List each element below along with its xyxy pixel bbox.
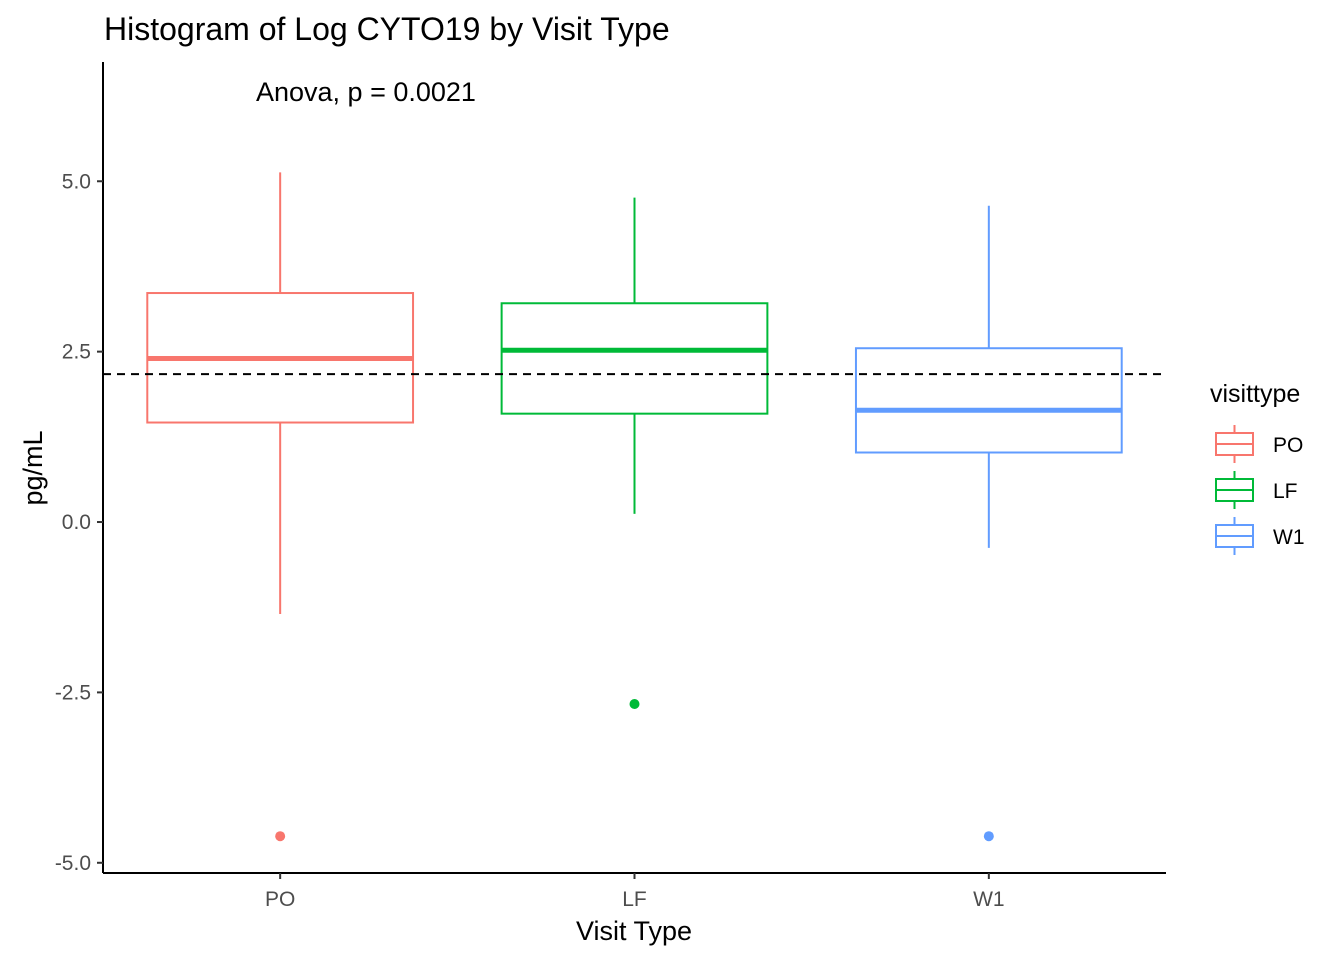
- outlier-point: [275, 831, 286, 842]
- x-tick-label: LF: [622, 888, 647, 911]
- legend-entry-lf: LF: [1215, 471, 1298, 509]
- outlier-point: [983, 831, 994, 842]
- y-tick-label: -5.0: [55, 852, 91, 875]
- x-axis-ticks: PO LF W1: [265, 873, 1005, 911]
- iqr-box: [500, 302, 769, 415]
- x-axis-label: Visit Type: [576, 916, 692, 946]
- legend-entry-w1: W1: [1215, 517, 1305, 555]
- plot-area: [103, 172, 1166, 842]
- anova-annotation: Anova, p = 0.0021: [256, 77, 476, 107]
- box-w1: [854, 205, 1123, 842]
- legend-entries: PO LF W1: [1215, 425, 1305, 555]
- legend-label: W1: [1273, 526, 1305, 549]
- iqr-box: [854, 347, 1123, 454]
- y-axis-ticks: -5.0 -2.5 0.0 2.5 5.0: [55, 170, 103, 875]
- legend: visittype PO LF W1: [1210, 380, 1305, 555]
- box-po: [146, 172, 415, 842]
- x-tick-label: W1: [973, 888, 1005, 911]
- outlier-point: [629, 698, 640, 709]
- legend-entry-po: PO: [1215, 425, 1303, 463]
- y-tick-label: -2.5: [55, 681, 91, 704]
- y-tick-label: 0.0: [62, 511, 91, 534]
- chart-title: Histogram of Log CYTO19 by Visit Type: [104, 11, 670, 47]
- legend-label: PO: [1273, 434, 1303, 457]
- y-tick-label: 2.5: [62, 341, 91, 364]
- y-axis-label: pg/mL: [18, 430, 48, 505]
- box-lf: [500, 197, 769, 709]
- legend-title: visittype: [1210, 380, 1300, 408]
- y-tick-label: 5.0: [62, 170, 91, 193]
- x-tick-label: PO: [265, 888, 295, 911]
- legend-label: LF: [1273, 480, 1298, 503]
